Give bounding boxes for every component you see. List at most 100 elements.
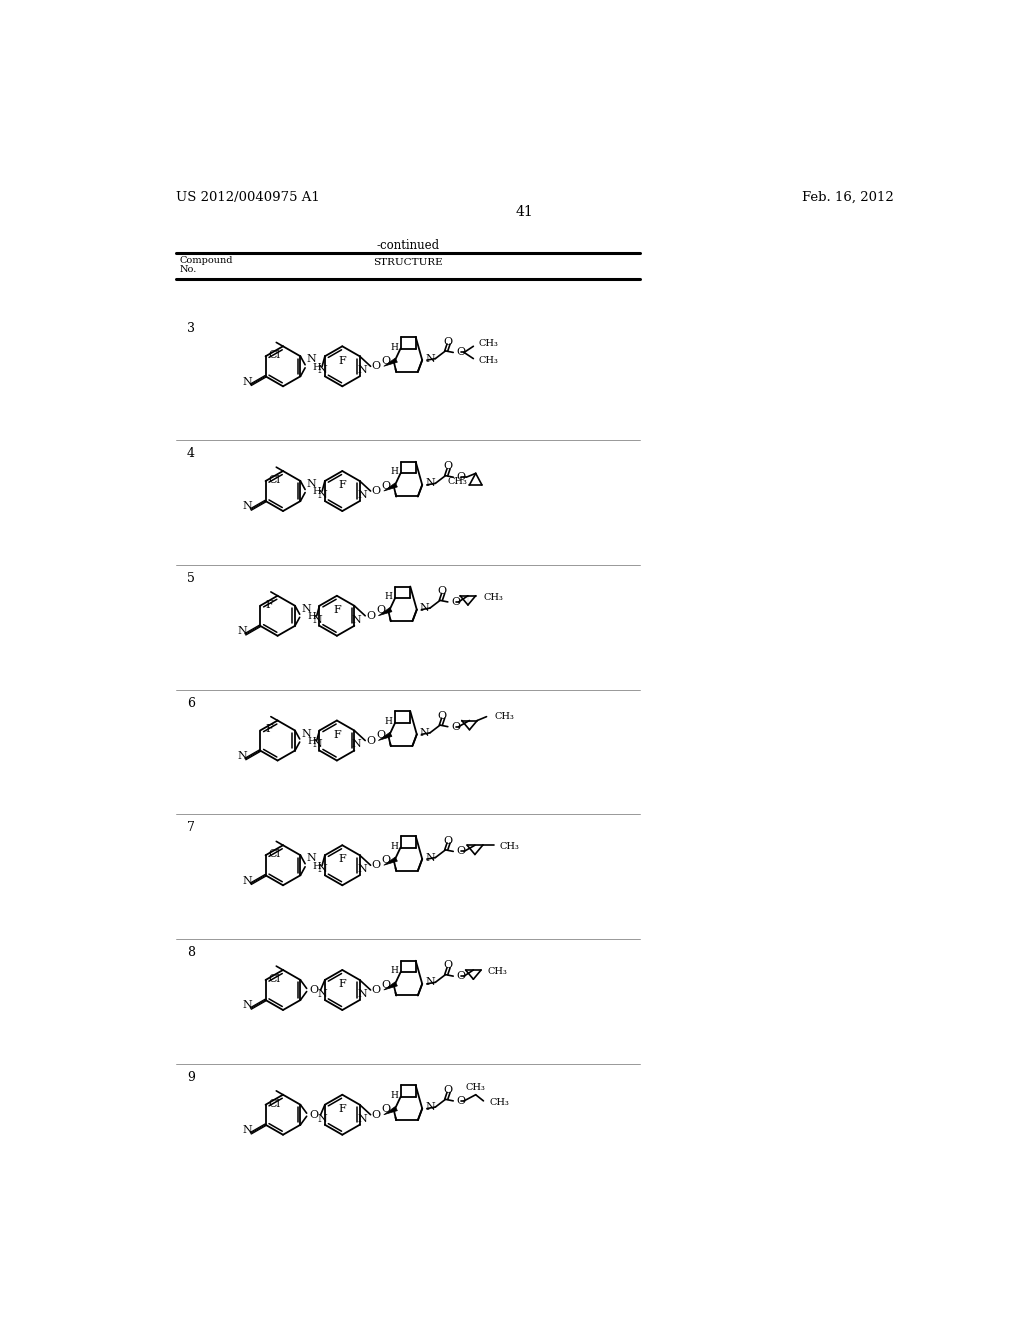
Text: 9: 9 [187, 1071, 195, 1084]
Text: Cl: Cl [268, 849, 281, 859]
Text: N: N [357, 366, 367, 375]
Text: N: N [357, 989, 367, 999]
Text: N: N [301, 729, 311, 739]
Text: N: N [243, 502, 253, 511]
Text: O: O [443, 337, 453, 347]
Text: O: O [366, 735, 375, 746]
Text: N: N [357, 490, 367, 500]
Text: N: N [425, 977, 435, 987]
Text: H: H [390, 966, 398, 975]
Text: CH₃: CH₃ [466, 1082, 485, 1092]
Text: US 2012/0040975 A1: US 2012/0040975 A1 [176, 190, 319, 203]
Text: -continued: -continued [376, 239, 439, 252]
Text: H: H [313, 487, 322, 496]
Text: O: O [382, 356, 391, 366]
Text: O: O [443, 462, 453, 471]
Text: N: N [317, 1114, 328, 1123]
Text: N: N [301, 603, 311, 614]
Text: O: O [382, 1105, 391, 1114]
Text: N: N [425, 1102, 435, 1111]
Text: O: O [457, 1096, 466, 1106]
Text: H: H [390, 343, 398, 351]
Text: O: O [309, 1110, 318, 1119]
Text: O: O [309, 985, 318, 995]
Text: N: N [352, 739, 361, 750]
Text: O: O [372, 486, 381, 496]
Text: CH₃: CH₃ [447, 478, 467, 486]
Text: O: O [438, 711, 446, 721]
Polygon shape [384, 982, 397, 990]
Text: F: F [338, 854, 346, 865]
Text: N: N [420, 727, 430, 738]
Text: O: O [376, 730, 385, 741]
Text: CH₃: CH₃ [500, 842, 519, 851]
Text: N: N [357, 1114, 367, 1123]
Text: O: O [443, 836, 453, 846]
Text: N: N [317, 366, 328, 375]
Text: H: H [313, 363, 322, 371]
Text: STRUCTURE: STRUCTURE [373, 257, 442, 267]
Text: N: N [425, 354, 435, 363]
Text: N: N [420, 603, 430, 612]
Text: N: N [425, 853, 435, 862]
Text: N: N [317, 865, 328, 874]
Text: F: F [338, 480, 346, 490]
Text: N: N [317, 490, 328, 500]
Text: N: N [312, 615, 322, 624]
Text: H: H [385, 593, 393, 601]
Text: 5: 5 [187, 572, 195, 585]
Text: O: O [457, 972, 466, 981]
Text: N: N [243, 1001, 253, 1010]
Polygon shape [384, 358, 397, 367]
Text: N: N [425, 478, 435, 488]
Text: 4: 4 [187, 447, 195, 461]
Text: O: O [372, 362, 381, 371]
Text: H: H [385, 717, 393, 726]
Text: N: N [306, 853, 316, 863]
Text: CH₃: CH₃ [478, 339, 498, 347]
Text: CH₃: CH₃ [478, 355, 498, 364]
Text: N: N [306, 479, 316, 490]
Text: F: F [333, 730, 341, 739]
Text: H: H [390, 1092, 398, 1100]
Text: Cl: Cl [268, 1098, 281, 1109]
Text: O: O [366, 611, 375, 620]
Text: F: F [338, 1104, 346, 1114]
Text: Feb. 16, 2012: Feb. 16, 2012 [802, 190, 894, 203]
Text: O: O [443, 1085, 453, 1096]
Text: Compound: Compound [180, 256, 233, 265]
Polygon shape [378, 607, 392, 615]
Text: Cl: Cl [268, 475, 281, 484]
Text: F: F [265, 725, 273, 734]
Text: O: O [457, 846, 466, 857]
Text: N: N [243, 1125, 253, 1135]
Text: O: O [451, 597, 460, 607]
Text: N: N [357, 865, 367, 874]
Text: O: O [382, 480, 391, 491]
Text: 3: 3 [187, 322, 195, 335]
Text: 41: 41 [516, 205, 534, 219]
Text: O: O [457, 473, 466, 482]
Text: F: F [265, 599, 273, 610]
Text: N: N [352, 615, 361, 624]
Text: N: N [243, 875, 253, 886]
Text: CH₃: CH₃ [489, 1098, 510, 1107]
Text: O: O [376, 606, 385, 615]
Text: H: H [390, 467, 398, 477]
Text: Cl: Cl [268, 974, 281, 983]
Text: N: N [312, 739, 322, 750]
Text: O: O [372, 985, 381, 995]
Text: O: O [372, 1110, 381, 1119]
Text: 7: 7 [187, 821, 195, 834]
Text: O: O [382, 855, 391, 865]
Text: O: O [451, 722, 460, 731]
Text: O: O [382, 979, 391, 990]
Text: O: O [443, 961, 453, 970]
Polygon shape [384, 1106, 397, 1114]
Text: H: H [390, 842, 398, 850]
Text: N: N [317, 989, 328, 999]
Text: Cl: Cl [268, 350, 281, 360]
Polygon shape [384, 483, 397, 491]
Polygon shape [378, 733, 392, 741]
Text: H: H [313, 862, 322, 870]
